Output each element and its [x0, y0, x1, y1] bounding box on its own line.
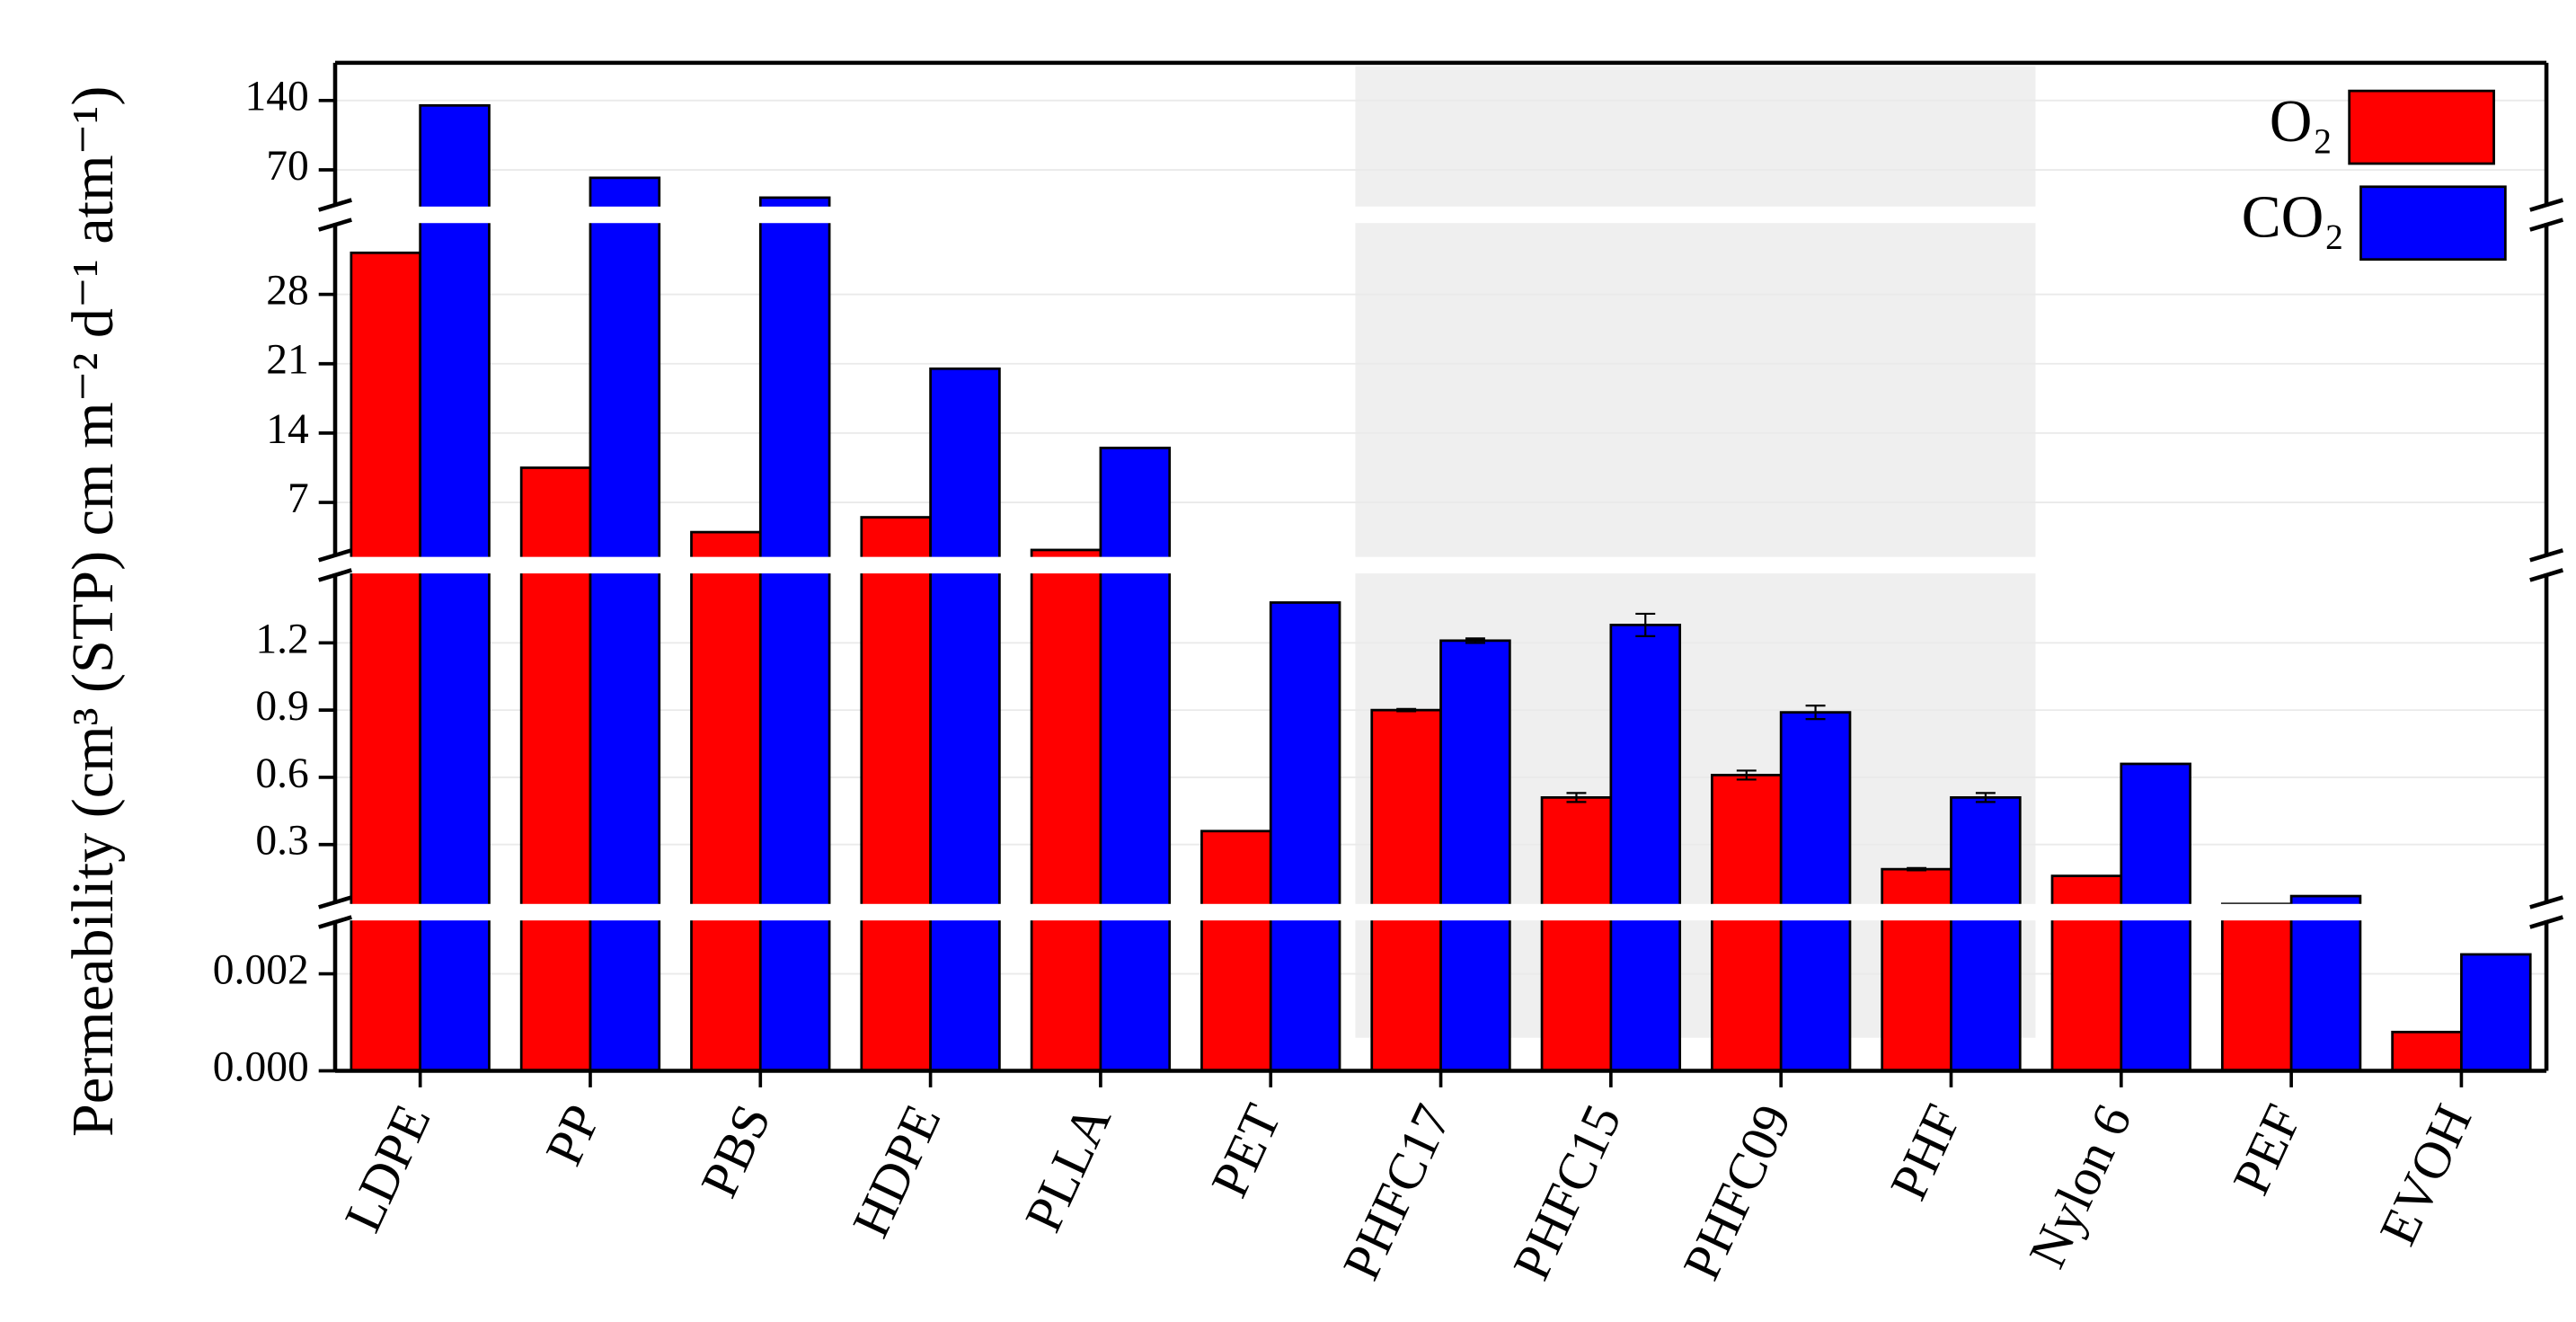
bar	[1200, 830, 1272, 1072]
bar	[1269, 601, 1341, 1072]
legend-swatch	[2359, 185, 2507, 262]
y-tick-label: 0.9	[255, 683, 308, 730]
x-tick-label: PHFC09	[1672, 1096, 1802, 1288]
bar	[1779, 711, 1852, 1072]
break-mark	[318, 198, 352, 232]
break-mark	[318, 895, 352, 929]
x-tick-label: LDPE	[333, 1096, 442, 1240]
x-tick-label: PEF	[2222, 1096, 2313, 1202]
bar	[419, 103, 491, 1072]
y-tick-label: 14	[266, 406, 309, 453]
bar	[589, 176, 661, 1072]
y-tick-label: 0.3	[255, 818, 308, 865]
y-tick-label: 0.6	[255, 750, 308, 797]
x-tick-label: PLLA	[1014, 1096, 1122, 1240]
y-tick-label: 0.002	[213, 946, 309, 993]
x-tick-label: HDPE	[841, 1096, 952, 1246]
y-tick-label: 28	[266, 267, 309, 314]
bar	[860, 516, 932, 1072]
legend-swatch	[2348, 89, 2495, 165]
break-mark	[2529, 198, 2564, 232]
break-mark	[2529, 548, 2564, 582]
bar	[2391, 1030, 2463, 1072]
bar	[1540, 795, 1613, 1072]
y-tick-label: 0.000	[213, 1043, 309, 1090]
x-tick-label: Nylon 6	[2018, 1096, 2143, 1276]
legend-label: O₂	[2270, 89, 2333, 155]
bar	[1030, 548, 1102, 1072]
y-axis-label: Permeability (cm³ (STP) cm m⁻² d⁻¹ atm⁻¹…	[60, 86, 126, 1137]
error-bar	[1907, 866, 1927, 872]
y-tick-label: 21	[266, 337, 309, 384]
error-bar	[1736, 769, 1757, 781]
axis-break	[312, 903, 2576, 921]
x-tick-label: PET	[1199, 1096, 1292, 1205]
bar	[1881, 867, 1952, 1072]
bar	[758, 196, 831, 1072]
x-tick-label: PHF	[1879, 1096, 1972, 1208]
axis-break	[312, 206, 2576, 224]
y-tick-label: 140	[244, 74, 308, 120]
x-tick-label: PHFC17	[1332, 1096, 1462, 1288]
bars	[350, 103, 2532, 1072]
bar	[350, 251, 422, 1072]
legend-label: CO₂	[2242, 184, 2344, 250]
x-tick-label: PHFC15	[1501, 1096, 1632, 1288]
bar	[1711, 774, 1783, 1072]
break-mark	[2529, 895, 2564, 929]
bar	[929, 367, 1001, 1072]
error-bar	[1635, 612, 1656, 637]
x-tick-label: EVOH	[2368, 1096, 2483, 1254]
y-tick-label: 70	[266, 143, 309, 190]
error-bar	[1975, 792, 1996, 803]
break-mark	[318, 548, 352, 582]
x-tick-label: PBS	[689, 1096, 782, 1205]
error-bar	[1566, 792, 1587, 803]
y-tick-label: 7	[288, 475, 309, 522]
bar	[1439, 639, 1511, 1072]
error-bar	[1396, 707, 1417, 713]
bar	[1099, 447, 1172, 1072]
bar	[1609, 624, 1682, 1072]
error-bar	[1465, 637, 1485, 644]
bar	[690, 530, 762, 1072]
x-tick-label: PP	[535, 1096, 612, 1174]
bar	[1370, 708, 1442, 1072]
axis-break	[312, 556, 2576, 574]
bar	[2289, 894, 2362, 1072]
bar	[1950, 795, 2022, 1072]
bar	[2220, 902, 2293, 1072]
bar	[2460, 953, 2532, 1072]
error-bar	[1805, 705, 1826, 721]
y-tick-label: 1.2	[255, 616, 308, 662]
